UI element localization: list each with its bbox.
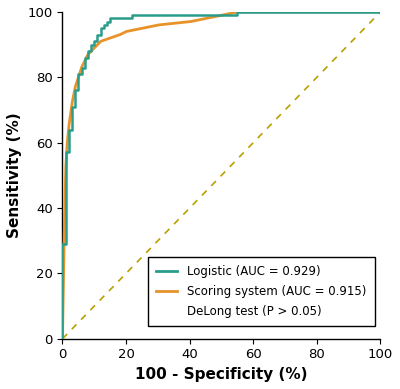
X-axis label: 100 - Specificity (%): 100 - Specificity (%) [135,367,308,382]
Y-axis label: Sensitivity (%): Sensitivity (%) [7,112,22,238]
Legend: Logistic (AUC = 0.929), Scoring system (AUC = 0.915), DeLong test (P > 0.05): Logistic (AUC = 0.929), Scoring system (… [148,257,374,326]
